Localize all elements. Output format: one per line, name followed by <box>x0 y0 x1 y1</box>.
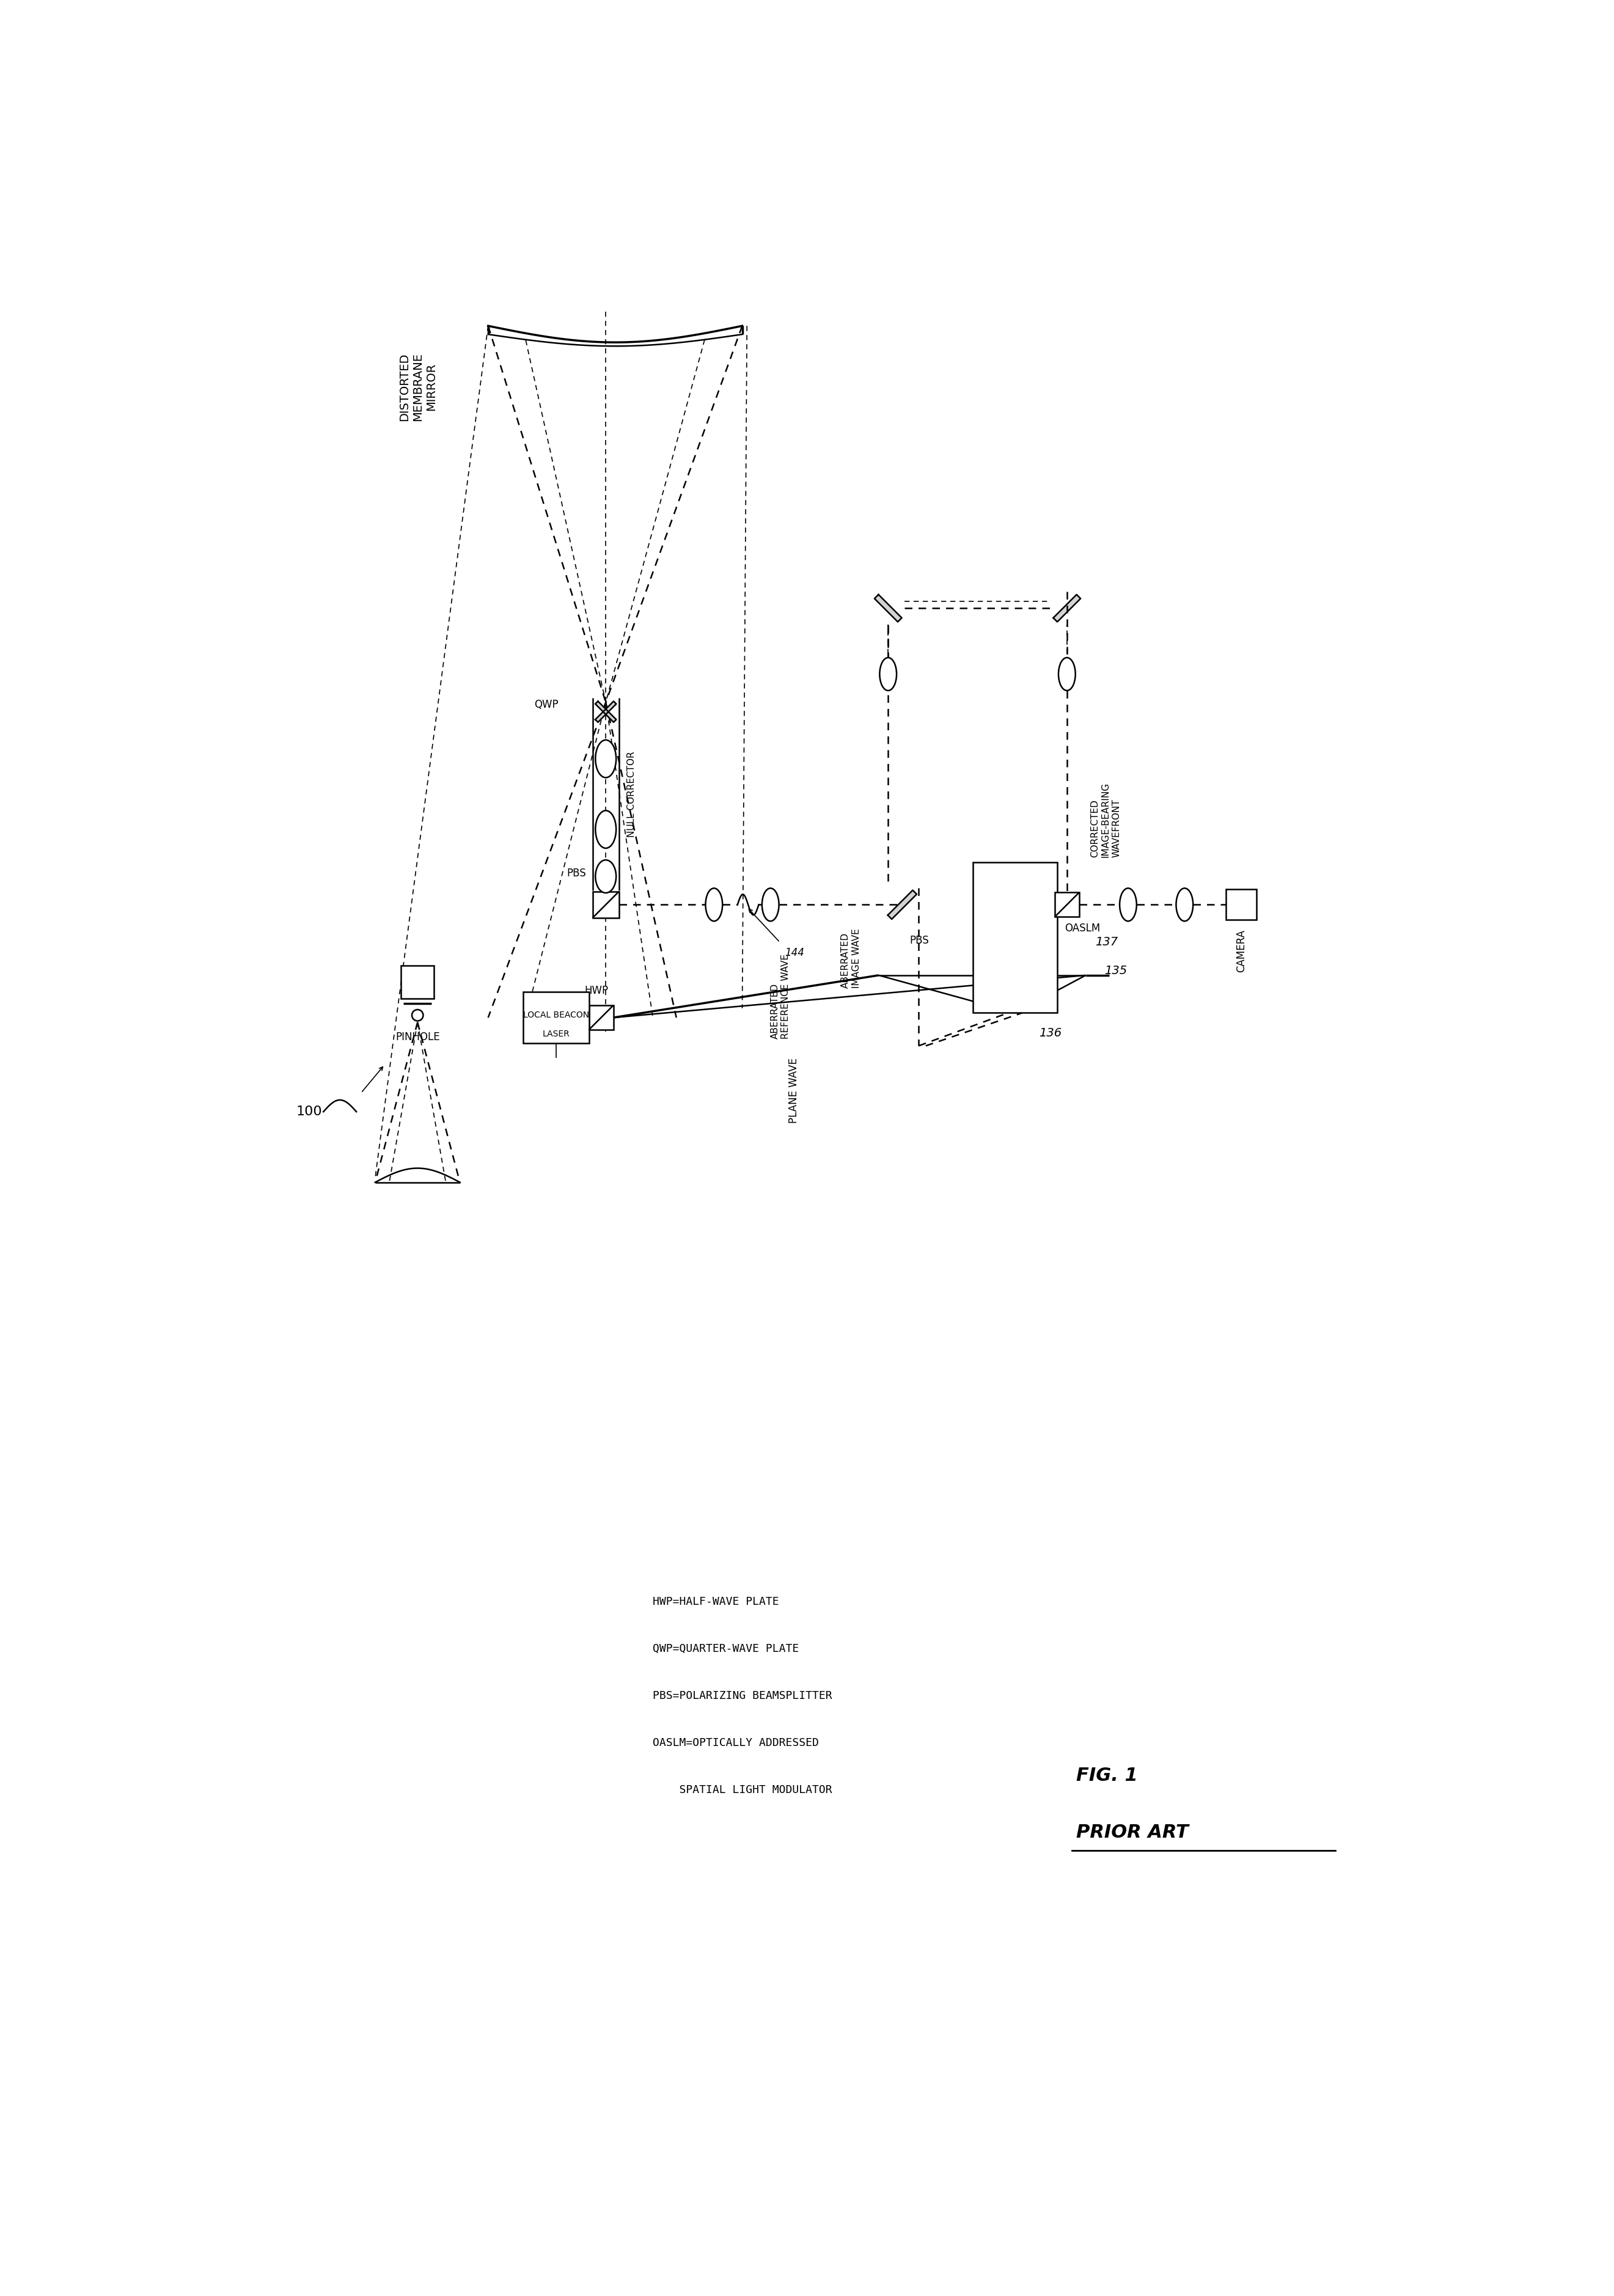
Text: 100: 100 <box>297 1107 323 1118</box>
Text: OASLM=OPTICALLY ADDRESSED: OASLM=OPTICALLY ADDRESSED <box>652 1738 818 1750</box>
Text: QWP: QWP <box>534 700 558 709</box>
Ellipse shape <box>880 657 897 691</box>
Text: QWP=QUARTER-WAVE PLATE: QWP=QUARTER-WAVE PLATE <box>652 1644 799 1655</box>
Ellipse shape <box>596 810 617 847</box>
Text: 137: 137 <box>1096 937 1119 948</box>
Ellipse shape <box>762 889 780 921</box>
Text: PBS: PBS <box>567 868 586 879</box>
Text: ABERRATED
IMAGE WAVE: ABERRATED IMAGE WAVE <box>841 928 860 987</box>
Bar <box>1054 893 1080 916</box>
Text: DISTORTED
MEMBRANE
MIRROR: DISTORTED MEMBRANE MIRROR <box>399 354 437 420</box>
Text: PBS: PBS <box>909 934 928 946</box>
Bar <box>400 967 434 999</box>
Bar <box>973 863 1057 1013</box>
Text: LOCAL BEACON: LOCAL BEACON <box>523 1010 589 1019</box>
Text: PRIOR ART: PRIOR ART <box>1077 1823 1188 1841</box>
Polygon shape <box>596 700 617 723</box>
Text: CAMERA: CAMERA <box>1236 930 1246 971</box>
Text: 135: 135 <box>1104 964 1127 976</box>
Text: FIG. 1: FIG. 1 <box>1077 1768 1138 1784</box>
Text: OASLM: OASLM <box>1065 923 1101 934</box>
Ellipse shape <box>412 1010 423 1022</box>
Text: SPATIAL LIGHT MODULATOR: SPATIAL LIGHT MODULATOR <box>652 1784 833 1795</box>
Bar <box>523 992 589 1042</box>
Text: PLANE WAVE: PLANE WAVE <box>789 1058 799 1123</box>
Text: HWP=HALF-WAVE PLATE: HWP=HALF-WAVE PLATE <box>652 1596 780 1607</box>
Polygon shape <box>1054 595 1081 622</box>
Text: LASER: LASER <box>542 1031 570 1038</box>
Ellipse shape <box>596 861 617 893</box>
Text: PBS=POLARIZING BEAMSPLITTER: PBS=POLARIZING BEAMSPLITTER <box>652 1690 833 1701</box>
Polygon shape <box>596 700 617 723</box>
Text: PINHOLE: PINHOLE <box>395 1031 439 1042</box>
Text: NULL CORRECTOR: NULL CORRECTOR <box>626 751 636 838</box>
Polygon shape <box>875 595 902 622</box>
Bar <box>592 891 618 918</box>
Bar <box>1225 889 1256 921</box>
Text: 144: 144 <box>784 946 804 957</box>
Polygon shape <box>888 891 917 918</box>
Text: ABERRATED
REFERENCE WAVE: ABERRATED REFERENCE WAVE <box>770 955 791 1040</box>
Ellipse shape <box>596 739 617 778</box>
Bar <box>589 1006 613 1031</box>
Ellipse shape <box>1120 889 1136 921</box>
Ellipse shape <box>1177 889 1193 921</box>
Text: HWP: HWP <box>584 985 608 996</box>
Ellipse shape <box>705 889 723 921</box>
Text: CORRECTED
IMAGE-BEARING
WAVEFRONT: CORRECTED IMAGE-BEARING WAVEFRONT <box>1091 783 1120 859</box>
Ellipse shape <box>1059 657 1075 691</box>
Text: 136: 136 <box>1039 1026 1062 1038</box>
